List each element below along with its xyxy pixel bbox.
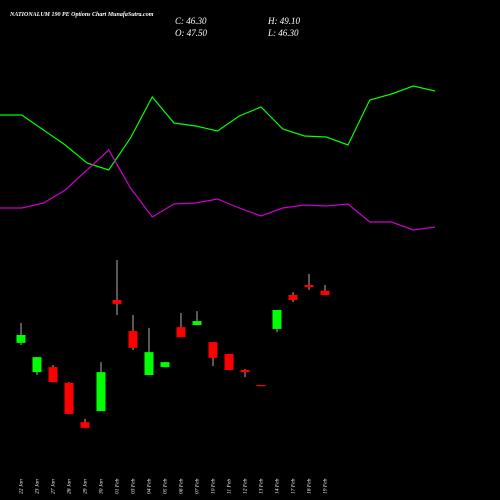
x-tick-label: 29 Jan <box>82 479 88 494</box>
candle-body <box>16 335 26 343</box>
candle-body <box>304 285 314 288</box>
candle-body <box>224 353 234 370</box>
candle-body <box>272 310 282 329</box>
candle-body <box>160 362 170 368</box>
x-tick-label: 07 Feb <box>194 478 200 494</box>
low-label: L: 46.30 <box>267 28 299 38</box>
x-tick-label: 18 Feb <box>306 478 312 494</box>
x-tick-label: 12 Feb <box>242 478 248 494</box>
x-tick-label: 05 Feb <box>162 478 168 494</box>
x-tick-label: 27 Jan <box>50 479 56 494</box>
close-label: C: 46.30 <box>175 16 207 26</box>
x-tick-label: 22 Jan <box>18 479 24 494</box>
candle-body <box>320 290 330 295</box>
x-tick-label: 19 Feb <box>322 478 328 494</box>
candle-body <box>240 370 250 373</box>
x-tick-label: 17 Feb <box>290 478 296 494</box>
x-tick-label: 23 Jan <box>34 479 40 494</box>
x-tick-label: 11 Feb <box>226 479 232 494</box>
candle-body <box>112 300 122 304</box>
x-tick-label: 01 Feb <box>114 478 120 494</box>
x-tick-label: 10 Feb <box>210 478 216 494</box>
chart-title: NATIONALUM 190 PE Options Chart MunafaSu… <box>9 12 154 18</box>
open-label: O: 47.50 <box>175 28 207 38</box>
x-tick-label: 14 Feb <box>273 478 280 494</box>
candle-body <box>192 321 202 325</box>
candle-body <box>208 342 218 358</box>
candle-body <box>128 331 138 348</box>
candle-body <box>144 352 154 375</box>
x-tick-label: 03 Feb <box>130 478 136 494</box>
candle-body <box>80 422 90 428</box>
indicator-line <box>0 149 436 231</box>
candle-body <box>48 367 58 383</box>
candle-body <box>288 295 298 300</box>
candle-body <box>32 357 42 373</box>
indicator-line <box>0 85 436 171</box>
candle-body <box>64 382 74 414</box>
candle-body <box>256 385 266 387</box>
high-label: H: 49.10 <box>267 16 300 26</box>
x-tick-label: 04 Feb <box>145 478 152 494</box>
candle-body <box>96 372 106 412</box>
x-tick-label: 28 Jan <box>66 479 72 494</box>
x-tick-label: 06 Feb <box>178 478 184 494</box>
x-tick-label: 13 Feb <box>258 478 264 494</box>
candle-body <box>176 327 186 338</box>
x-tick-label: 30 Jan <box>98 479 104 495</box>
